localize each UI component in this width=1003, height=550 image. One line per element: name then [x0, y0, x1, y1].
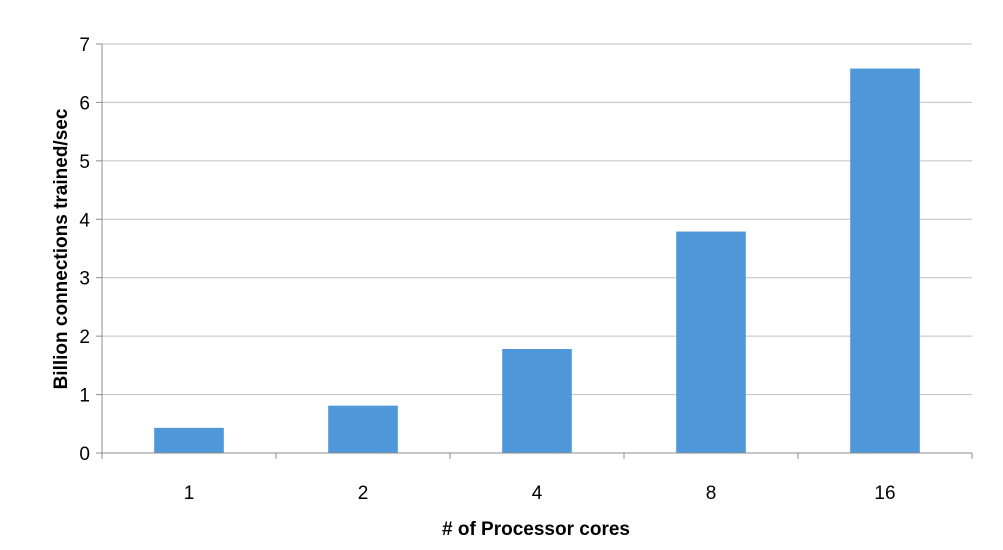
- x-tick-label: 4: [532, 483, 543, 504]
- bar: [328, 405, 398, 453]
- x-tick-label: 1: [184, 483, 195, 504]
- y-tick-label: 5: [79, 152, 90, 173]
- y-tick-label: 2: [79, 327, 90, 348]
- y-tick-label: 7: [79, 35, 90, 56]
- x-axis-ticks: 1 2 4 8 16: [184, 483, 896, 504]
- x-tick-label: 16: [874, 483, 895, 504]
- x-axis-title: # of Processor cores: [442, 519, 630, 540]
- gridlines: [102, 43, 972, 396]
- y-tick-label: 3: [79, 269, 90, 290]
- x-tick-label: 2: [358, 483, 369, 504]
- bars: [154, 68, 920, 453]
- y-axis-ticks: 0 1 2 3 4 5 6 7: [79, 35, 103, 465]
- y-tick-label: 6: [79, 93, 90, 114]
- y-tick-label: 0: [79, 444, 90, 465]
- bar: [154, 427, 224, 453]
- y-tick-label: 1: [79, 386, 90, 407]
- bar: [676, 231, 746, 453]
- y-axis-title: Billion connections trained/sec: [51, 108, 72, 389]
- x-axis: [101, 452, 973, 459]
- y-tick-label: 4: [79, 210, 90, 231]
- x-tick-label: 8: [706, 483, 717, 504]
- bar: [850, 68, 920, 453]
- bar: [502, 348, 572, 453]
